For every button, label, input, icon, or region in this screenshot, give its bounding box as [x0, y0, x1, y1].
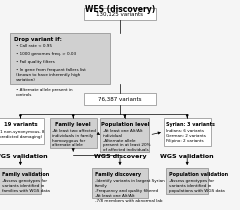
Text: Syrian: 3 variants: Syrian: 3 variants	[166, 122, 215, 127]
Text: WGS discovery: WGS discovery	[94, 154, 146, 159]
FancyBboxPatch shape	[0, 118, 44, 144]
Text: Population level: Population level	[101, 122, 149, 127]
Text: • Fail quality filters: • Fail quality filters	[16, 60, 54, 64]
Text: WGS validation: WGS validation	[0, 154, 47, 159]
FancyBboxPatch shape	[0, 168, 41, 194]
FancyBboxPatch shape	[10, 33, 110, 84]
Text: • In gene from frequent fallers list
(known to have inherently high
variation): • In gene from frequent fallers list (kn…	[16, 68, 85, 81]
FancyBboxPatch shape	[84, 8, 156, 20]
FancyBboxPatch shape	[50, 118, 96, 148]
FancyBboxPatch shape	[166, 168, 208, 194]
Text: Family discovery: Family discovery	[95, 172, 141, 177]
Text: 76,387 variants: 76,387 variants	[98, 97, 142, 102]
Text: Indians: 6 variants
German: 2 variants
Filipino: 2 variants: Indians: 6 variants German: 2 variants F…	[166, 129, 206, 143]
FancyBboxPatch shape	[92, 168, 148, 198]
Text: WGS validation: WGS validation	[160, 154, 214, 159]
Text: Family validation: Family validation	[2, 172, 49, 177]
Text: -At least two affected
individuals in family
homozygous for
alternate allele: -At least two affected individuals in fa…	[52, 129, 96, 147]
Text: • Alternate allele present in
controls: • Alternate allele present in controls	[16, 88, 72, 97]
FancyBboxPatch shape	[164, 118, 211, 146]
Text: (11 non-synonymous, 8
predicted damaging): (11 non-synonymous, 8 predicted damaging…	[0, 130, 45, 139]
Text: Drop variant if:: Drop variant if:	[14, 37, 62, 42]
Text: WES (discovery): WES (discovery)	[85, 5, 155, 14]
Text: -Assess genotypes for
variants identified in
families with WGS data: -Assess genotypes for variants identifie…	[2, 179, 50, 193]
Text: 19 variants: 19 variants	[4, 122, 37, 127]
Text: -At least one Alt/Alt
individual
-Alternate allele
present in at least 20%
of af: -At least one Alt/Alt individual -Altern…	[103, 129, 150, 152]
FancyBboxPatch shape	[100, 118, 149, 152]
Text: -Assess genotypes for
variants identified in
populations with WGS data: -Assess genotypes for variants identifie…	[168, 179, 224, 193]
Text: • Call rate < 0.95: • Call rate < 0.95	[16, 44, 52, 48]
Text: Population validation: Population validation	[168, 172, 228, 177]
Text: • 1000 genomes freq. > 0.03: • 1000 genomes freq. > 0.03	[16, 52, 76, 56]
Text: 130,125 variants: 130,125 variants	[96, 12, 144, 17]
FancyBboxPatch shape	[84, 93, 156, 105]
Text: Family level: Family level	[55, 122, 91, 127]
Text: -Identify variants in largest Syrian
family
-Frequency and quality filtered
-At : -Identify variants in largest Syrian fam…	[95, 179, 165, 202]
